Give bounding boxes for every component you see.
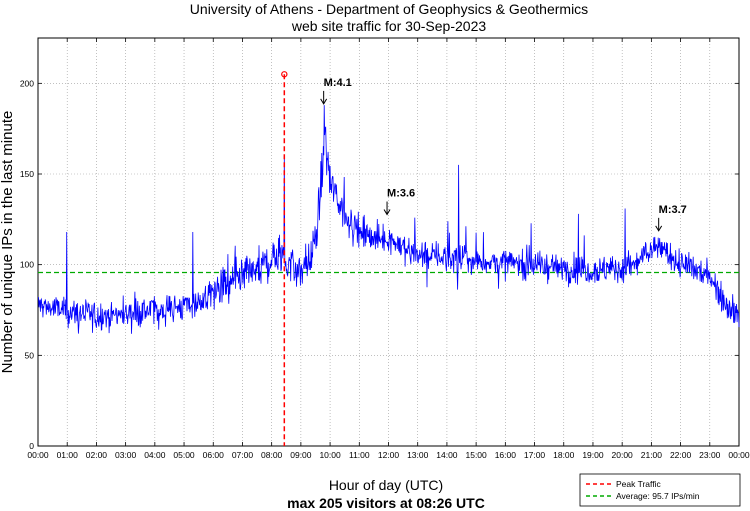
- x-tick-label: 02:00: [86, 450, 108, 460]
- y-tick-label: 150: [20, 169, 34, 179]
- grid-lines: [38, 38, 739, 446]
- x-tick-label: 22:00: [670, 450, 692, 460]
- x-tick-label: 18:00: [553, 450, 575, 460]
- annotation-label: M:3.7: [659, 204, 687, 216]
- y-tick-label: 100: [20, 260, 34, 270]
- annotation-label: M:3.6: [387, 188, 415, 200]
- x-tick-label: 10:00: [319, 450, 341, 460]
- x-tick-label: 12:00: [378, 450, 400, 460]
- y-tick-label: 50: [25, 350, 35, 360]
- x-tick-label: 03:00: [115, 450, 137, 460]
- x-tick-label: 00:00: [27, 450, 49, 460]
- x-tick-label: 15:00: [465, 450, 487, 460]
- x-tick-label: 01:00: [57, 450, 79, 460]
- x-tick-label: 21:00: [641, 450, 663, 460]
- annotation-label: M:4.1: [324, 77, 352, 89]
- peak-group: [281, 71, 288, 446]
- chart-subtitle: web site traffic for 30-Sep-2023: [291, 18, 487, 34]
- x-tick-label: 13:00: [407, 450, 429, 460]
- footer-max-visitors: max 205 visitors at 08:26 UTC: [287, 495, 485, 511]
- x-tick-label: 23:00: [699, 450, 721, 460]
- x-tick-label: 06:00: [203, 450, 225, 460]
- x-tick-label: 05:00: [173, 450, 195, 460]
- series-line: [37, 105, 740, 334]
- x-tick-label: 17:00: [524, 450, 546, 460]
- axis-ticks: 00:00 01:00 02:00 03:00 04:00 05:00 06:00 07:00…: [20, 38, 750, 460]
- peak-marker: [281, 71, 288, 78]
- chart-title: University of Athens - Department of Geo…: [190, 1, 588, 17]
- annotation-arrow-head: [383, 209, 391, 216]
- x-tick-label: 04:00: [144, 450, 166, 460]
- legend-peak-label: Peak Traffic: [616, 479, 661, 489]
- x-tick-label: 16:00: [495, 450, 517, 460]
- legend: Peak Traffic Average: 95.7 IPs/min: [579, 473, 741, 507]
- legend-box: [579, 473, 741, 507]
- x-tick-label: 20:00: [612, 450, 634, 460]
- annotation-arrow-head: [655, 225, 663, 232]
- x-tick-label: 08:00: [261, 450, 283, 460]
- y-tick-label: 200: [20, 78, 34, 88]
- y-tick-label: 0: [29, 441, 34, 451]
- x-axis-label: Hour of day (UTC): [329, 477, 443, 493]
- x-tick-label: 07:00: [232, 450, 254, 460]
- x-tick-label: 11:00: [349, 450, 370, 460]
- x-tick-label: 09:00: [290, 450, 312, 460]
- y-axis-label: Number of unique IPs in the last minute: [0, 111, 16, 374]
- annotations: M:4.1 M:3.6 M:3.7: [320, 77, 687, 232]
- x-tick-label: 00:00: [728, 450, 750, 460]
- legend-average-label: Average: 95.7 IPs/min: [616, 491, 700, 501]
- x-tick-label: 19:00: [582, 450, 604, 460]
- annotation-arrow-head: [320, 98, 328, 105]
- x-tick-label: 14:00: [436, 450, 458, 460]
- series-group: [37, 105, 740, 334]
